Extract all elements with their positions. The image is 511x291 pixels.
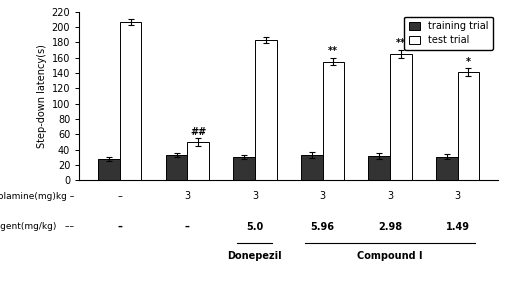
Text: 5.0: 5.0 [246, 222, 264, 232]
Bar [301, 155, 322, 180]
Text: 5.96: 5.96 [311, 222, 335, 232]
Text: 3: 3 [455, 191, 461, 201]
Text: **: ** [396, 38, 406, 49]
Text: Scopolamine(mg)kg –: Scopolamine(mg)kg – [0, 192, 74, 201]
Bar [255, 40, 276, 180]
Text: –: – [118, 222, 122, 232]
Bar [368, 156, 390, 180]
Text: 2.98: 2.98 [378, 222, 402, 232]
Bar [322, 61, 344, 180]
Text: 3: 3 [252, 191, 258, 201]
Text: ##: ## [190, 127, 206, 137]
Bar [166, 155, 188, 180]
Text: 3: 3 [387, 191, 393, 201]
Bar [390, 54, 412, 180]
Y-axis label: Step-down latency(s): Step-down latency(s) [37, 44, 48, 148]
Legend: training trial, test trial: training trial, test trial [404, 17, 493, 50]
Bar [98, 159, 120, 180]
Text: 3: 3 [319, 191, 326, 201]
Text: Donepezil: Donepezil [227, 251, 282, 261]
Bar [458, 72, 479, 180]
Text: Test agent(mg/kg)   ––: Test agent(mg/kg) –– [0, 223, 74, 231]
Bar [436, 157, 458, 180]
Text: 1.49: 1.49 [446, 222, 470, 232]
Text: 3: 3 [184, 191, 191, 201]
Bar [188, 142, 209, 180]
Bar [120, 22, 142, 180]
Text: –: – [118, 191, 122, 201]
Text: Compound I: Compound I [357, 251, 423, 261]
Bar [234, 157, 255, 180]
Text: *: * [466, 57, 471, 67]
Text: –: – [185, 222, 190, 232]
Text: **: ** [329, 46, 338, 56]
